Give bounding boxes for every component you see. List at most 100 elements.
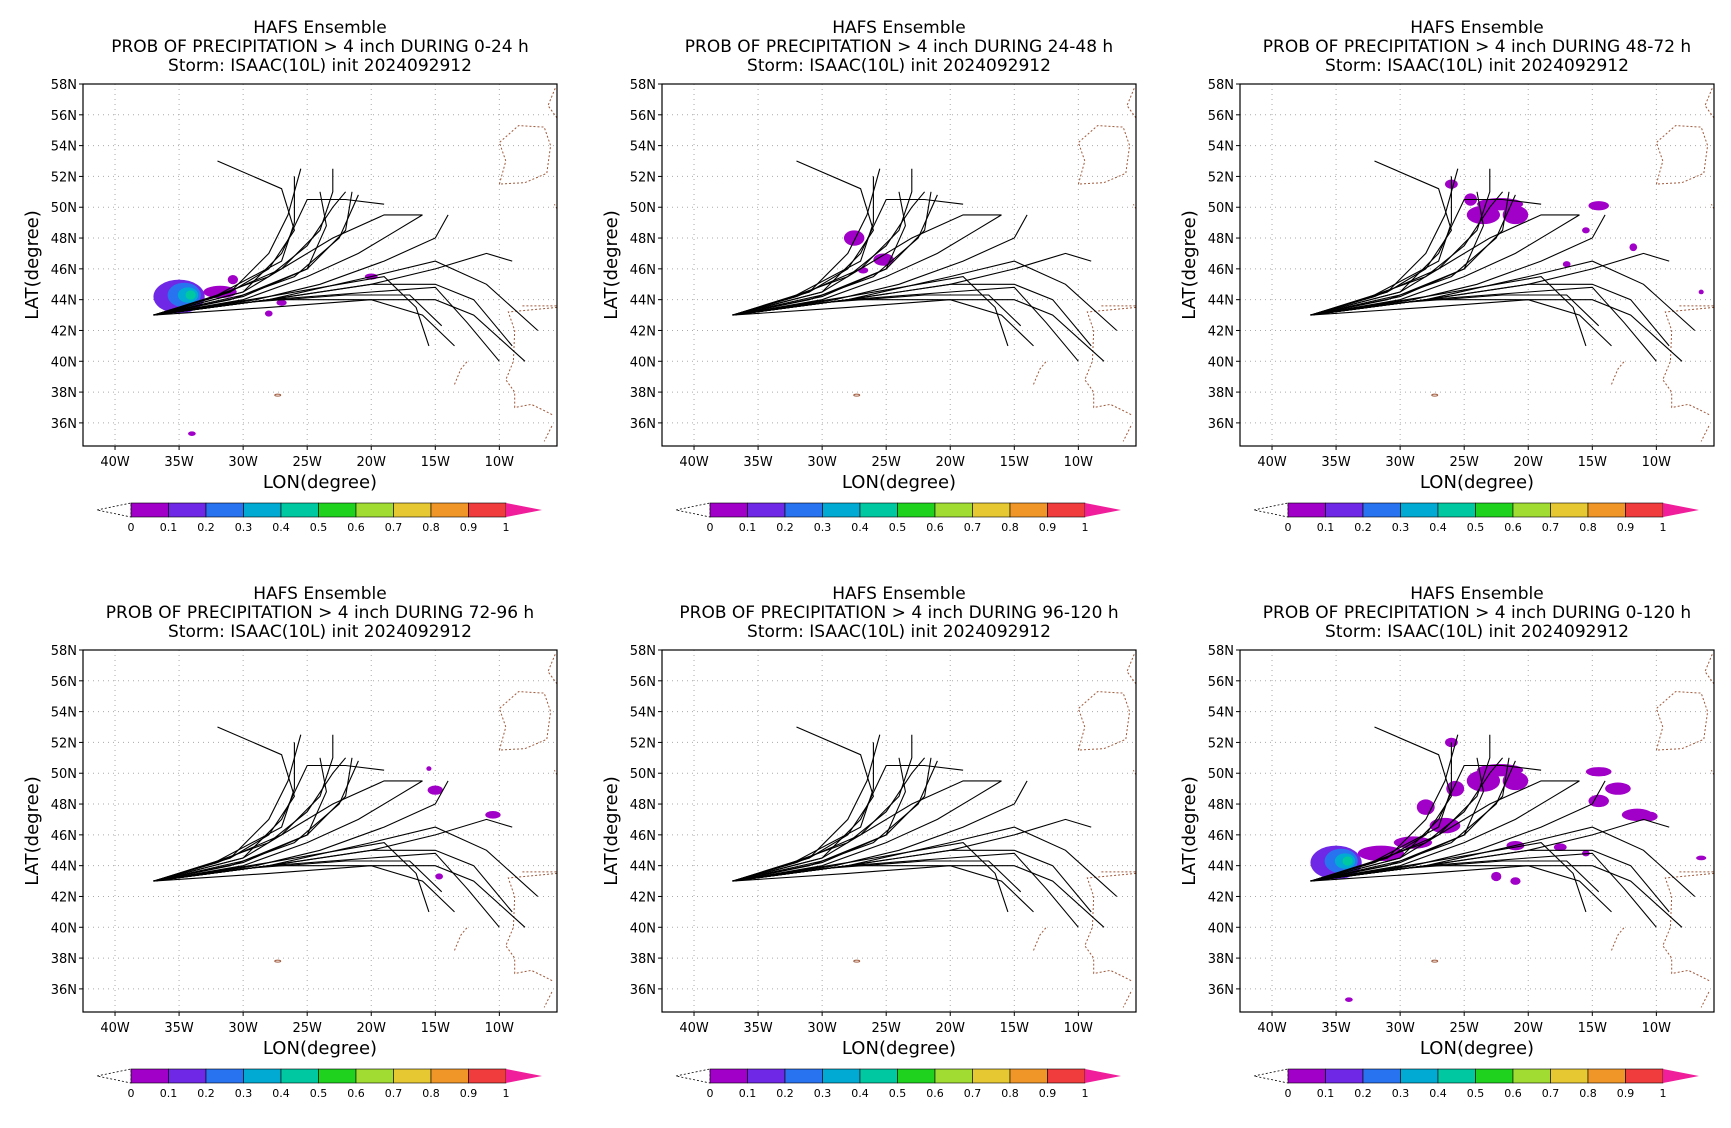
colorbar-over-arrow: [1663, 503, 1699, 517]
colorbar-label: 0.3: [814, 1087, 832, 1100]
ytick-label: 40N: [630, 921, 656, 936]
plot-frame: [661, 649, 1137, 1013]
panel-title: HAFS Ensemble: [253, 584, 386, 604]
xtick-label: 25W: [1449, 1021, 1479, 1036]
ytick-label: 42N: [1208, 890, 1234, 905]
colorbar-swatch: [168, 502, 207, 518]
ytick-label: 58N: [1208, 78, 1234, 93]
colorbar-label: 0.5: [889, 1087, 907, 1100]
colorbar-label: 0.5: [310, 1087, 328, 1100]
azores-island: [274, 959, 282, 963]
panel-title: HAFS Ensemble: [253, 18, 386, 38]
colorbar-swatch: [709, 502, 748, 518]
colorbar-swatch: [168, 1068, 207, 1084]
colorbar-label: 0.2: [1354, 1087, 1372, 1100]
colorbar-swatch: [393, 1068, 432, 1084]
colorbar-label: 0: [707, 1087, 714, 1100]
xtick-label: 15W: [421, 455, 451, 470]
panel-storm-line: Storm: ISAAC(10L) init 2024092912: [1325, 56, 1629, 76]
ensemble-track: [732, 757, 906, 882]
xtick-label: 30W: [807, 455, 837, 470]
xtick-label: 15W: [1578, 455, 1608, 470]
colorbar-label: 0.8: [1579, 1087, 1597, 1100]
colorbar-swatch: [1047, 1068, 1086, 1084]
coastline: [1122, 425, 1132, 442]
ensemble-track: [732, 299, 1034, 347]
xtick-label: 30W: [1385, 1021, 1415, 1036]
colorbar-swatch: [280, 502, 319, 518]
colorbar-swatch: [430, 1068, 469, 1084]
ensemble-track: [153, 780, 423, 882]
coastline: [1700, 425, 1710, 442]
ensemble-track: [732, 826, 1118, 897]
precip-prob-area: [1588, 794, 1609, 808]
xtick-label: 20W: [357, 1021, 387, 1036]
ensemble-track: [153, 299, 526, 362]
precip-prob-area: [1585, 767, 1612, 777]
ytick-label: 38N: [1208, 952, 1234, 967]
colorbar-label: 0.8: [422, 521, 440, 534]
colorbar-over-arrow: [1085, 1069, 1121, 1083]
ensemble-track: [732, 214, 1028, 316]
colorbar-swatch: [318, 1068, 357, 1084]
ensemble-track: [153, 214, 423, 316]
colorbar-label: 0.7: [385, 1087, 403, 1100]
ytick-label: 36N: [51, 417, 77, 432]
ensemble-track: [732, 865, 1034, 913]
ytick-label: 40N: [1208, 921, 1234, 936]
colorbar-swatch: [468, 1068, 507, 1084]
xtick-label: 10W: [1064, 1021, 1094, 1036]
ensemble-track: [153, 276, 430, 347]
panel-title: HAFS Ensemble: [1410, 584, 1543, 604]
colorbar-label: 0: [1285, 521, 1292, 534]
ytick-label: 36N: [1208, 983, 1234, 998]
ytick-label: 54N: [1208, 706, 1234, 721]
ytick-label: 54N: [630, 706, 656, 721]
ensemble-track: [1310, 842, 1587, 913]
ytick-label: 56N: [1208, 109, 1234, 124]
x-axis-label: LON(degree): [263, 1038, 377, 1059]
ensemble-track: [1310, 260, 1696, 331]
ensemble-track: [732, 260, 1118, 331]
colorbar-swatch: [934, 1068, 973, 1084]
ytick-label: 48N: [51, 232, 77, 247]
x-axis-label: LON(degree): [1420, 472, 1534, 493]
xtick-label: 35W: [743, 1021, 773, 1036]
ensemble-track: [732, 842, 1009, 913]
ensemble-track: [732, 191, 906, 316]
colorbar-over-arrow: [506, 503, 542, 517]
plot-frame: [82, 649, 558, 1013]
ytick-label: 42N: [1208, 324, 1234, 339]
azores-island: [1431, 393, 1439, 397]
ensemble-track: [732, 283, 1092, 347]
coastline: [498, 125, 552, 185]
ytick-label: 48N: [630, 798, 656, 813]
ytick-label: 58N: [51, 78, 77, 93]
colorbar-swatch: [972, 1068, 1011, 1084]
coastline: [1126, 86, 1136, 119]
colorbar-label: 1: [503, 521, 510, 534]
ensemble-track: [1310, 780, 1580, 882]
precip-prob-area: [1582, 227, 1590, 234]
xtick-label: 20W: [1514, 1021, 1544, 1036]
ytick-label: 46N: [51, 829, 77, 844]
xtick-label: 40W: [1257, 455, 1287, 470]
ensemble-track: [1310, 299, 1683, 362]
xtick-label: 10W: [1642, 1021, 1672, 1036]
plot-frame: [82, 83, 558, 447]
ensemble-track: [1310, 168, 1491, 316]
plot-frame: [1239, 649, 1715, 1013]
panel-subtitle: PROB OF PRECIPITATION > 4 inch DURING 24…: [685, 37, 1113, 57]
precip-prob-area: [427, 785, 443, 795]
colorbar-swatch: [130, 1068, 169, 1084]
coastline: [498, 691, 552, 751]
ytick-label: 50N: [1208, 201, 1234, 216]
ensemble-track: [732, 865, 1105, 928]
colorbar-swatch: [784, 1068, 823, 1084]
ensemble-track: [732, 299, 1105, 362]
precip-prob-area: [264, 310, 273, 317]
colorbar-swatch: [859, 1068, 898, 1084]
colorbar-under-arrow: [1253, 1068, 1289, 1084]
azores-island: [274, 393, 282, 397]
